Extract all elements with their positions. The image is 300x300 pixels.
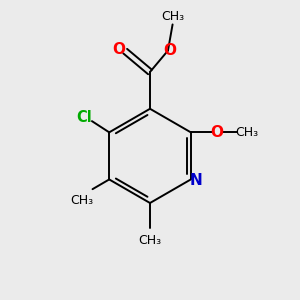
Text: N: N xyxy=(190,173,202,188)
Text: CH₃: CH₃ xyxy=(138,234,162,247)
Text: CH₃: CH₃ xyxy=(161,10,184,23)
Text: CH₃: CH₃ xyxy=(70,194,93,207)
Text: O: O xyxy=(112,42,125,57)
Text: CH₃: CH₃ xyxy=(235,126,258,139)
Text: Cl: Cl xyxy=(76,110,92,125)
Text: O: O xyxy=(210,125,223,140)
Text: O: O xyxy=(163,43,176,58)
